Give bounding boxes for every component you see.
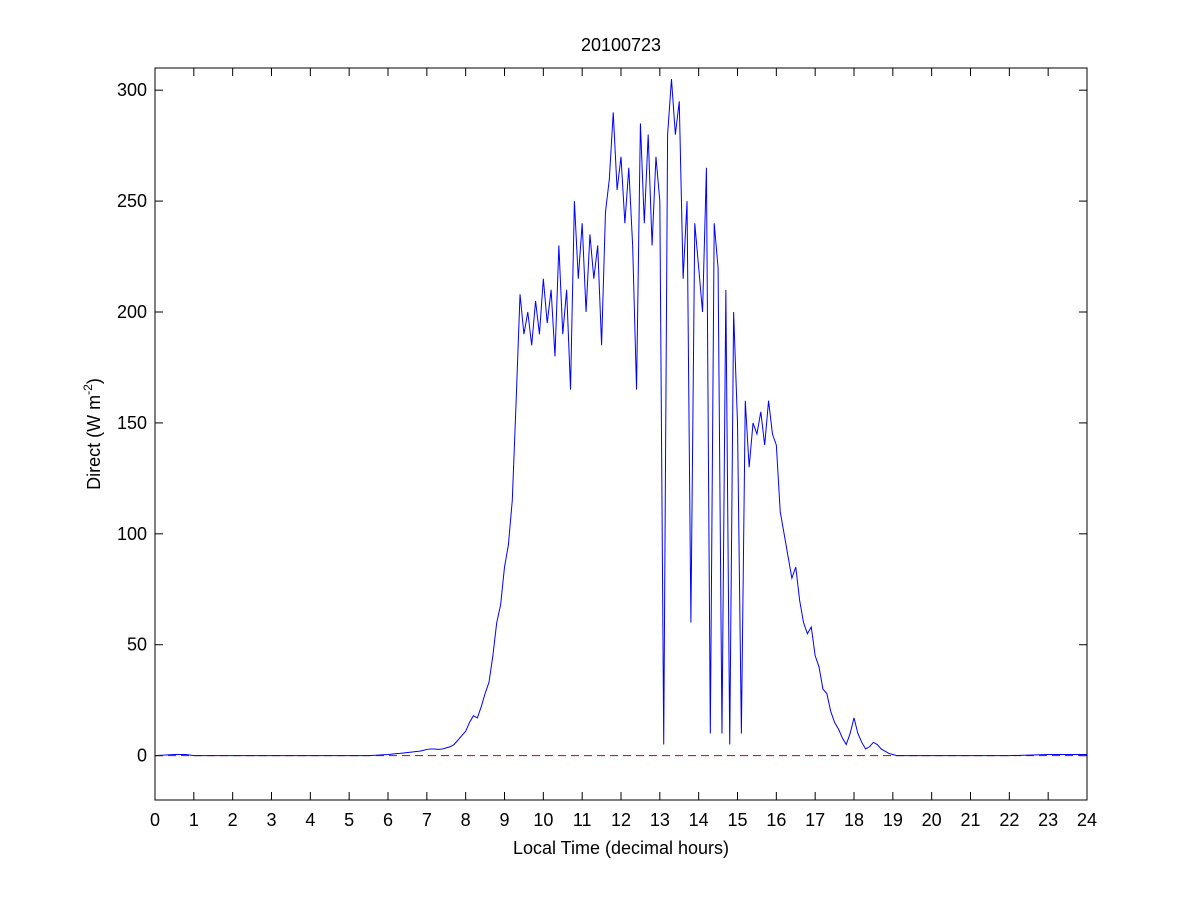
x-tick-label: 18 — [844, 810, 864, 830]
y-tick-label: 100 — [117, 524, 147, 544]
x-tick-label: 22 — [999, 810, 1019, 830]
x-tick-label: 2 — [228, 810, 238, 830]
x-tick-label: 0 — [150, 810, 160, 830]
x-tick-label: 5 — [344, 810, 354, 830]
x-tick-label: 21 — [960, 810, 980, 830]
x-tick-label: 3 — [266, 810, 276, 830]
x-tick-label: 17 — [805, 810, 825, 830]
x-tick-label: 6 — [383, 810, 393, 830]
y-tick-label: 300 — [117, 80, 147, 100]
plot-frame — [154, 67, 1088, 801]
y-tick-label: 250 — [117, 191, 147, 211]
y-tick-label: 50 — [127, 635, 147, 655]
x-tick-label: 11 — [573, 810, 592, 830]
y-axis-label-text: ) — [84, 378, 104, 384]
x-tick-label: 14 — [689, 810, 709, 830]
y-axis-label-text: Direct (W m — [84, 395, 104, 490]
chart-title: 20100723 — [581, 35, 661, 55]
x-tick-label: 13 — [650, 810, 670, 830]
x-tick-label: 9 — [499, 810, 509, 830]
y-axis-label-superscript: -2 — [81, 384, 95, 395]
x-tick-label: 12 — [611, 810, 631, 830]
y-tick-label: 150 — [117, 413, 147, 433]
x-tick-label: 10 — [533, 810, 553, 830]
x-tick-label: 1 — [189, 810, 199, 830]
x-tick-label: 8 — [461, 810, 471, 830]
y-axis-label: Direct (W m-2) — [81, 378, 104, 490]
y-tick-label: 0 — [137, 746, 147, 766]
x-tick-label: 23 — [1038, 810, 1058, 830]
x-tick-label: 7 — [422, 810, 432, 830]
x-tick-label: 19 — [883, 810, 903, 830]
x-tick-label: 20 — [922, 810, 942, 830]
x-axis-label: Local Time (decimal hours) — [513, 838, 729, 858]
x-tick-label: 15 — [727, 810, 747, 830]
x-tick-label: 4 — [305, 810, 315, 830]
x-tick-label: 24 — [1077, 810, 1097, 830]
x-tick-label: 16 — [766, 810, 786, 830]
data-line — [154, 79, 1087, 757]
y-tick-label: 200 — [117, 302, 147, 322]
